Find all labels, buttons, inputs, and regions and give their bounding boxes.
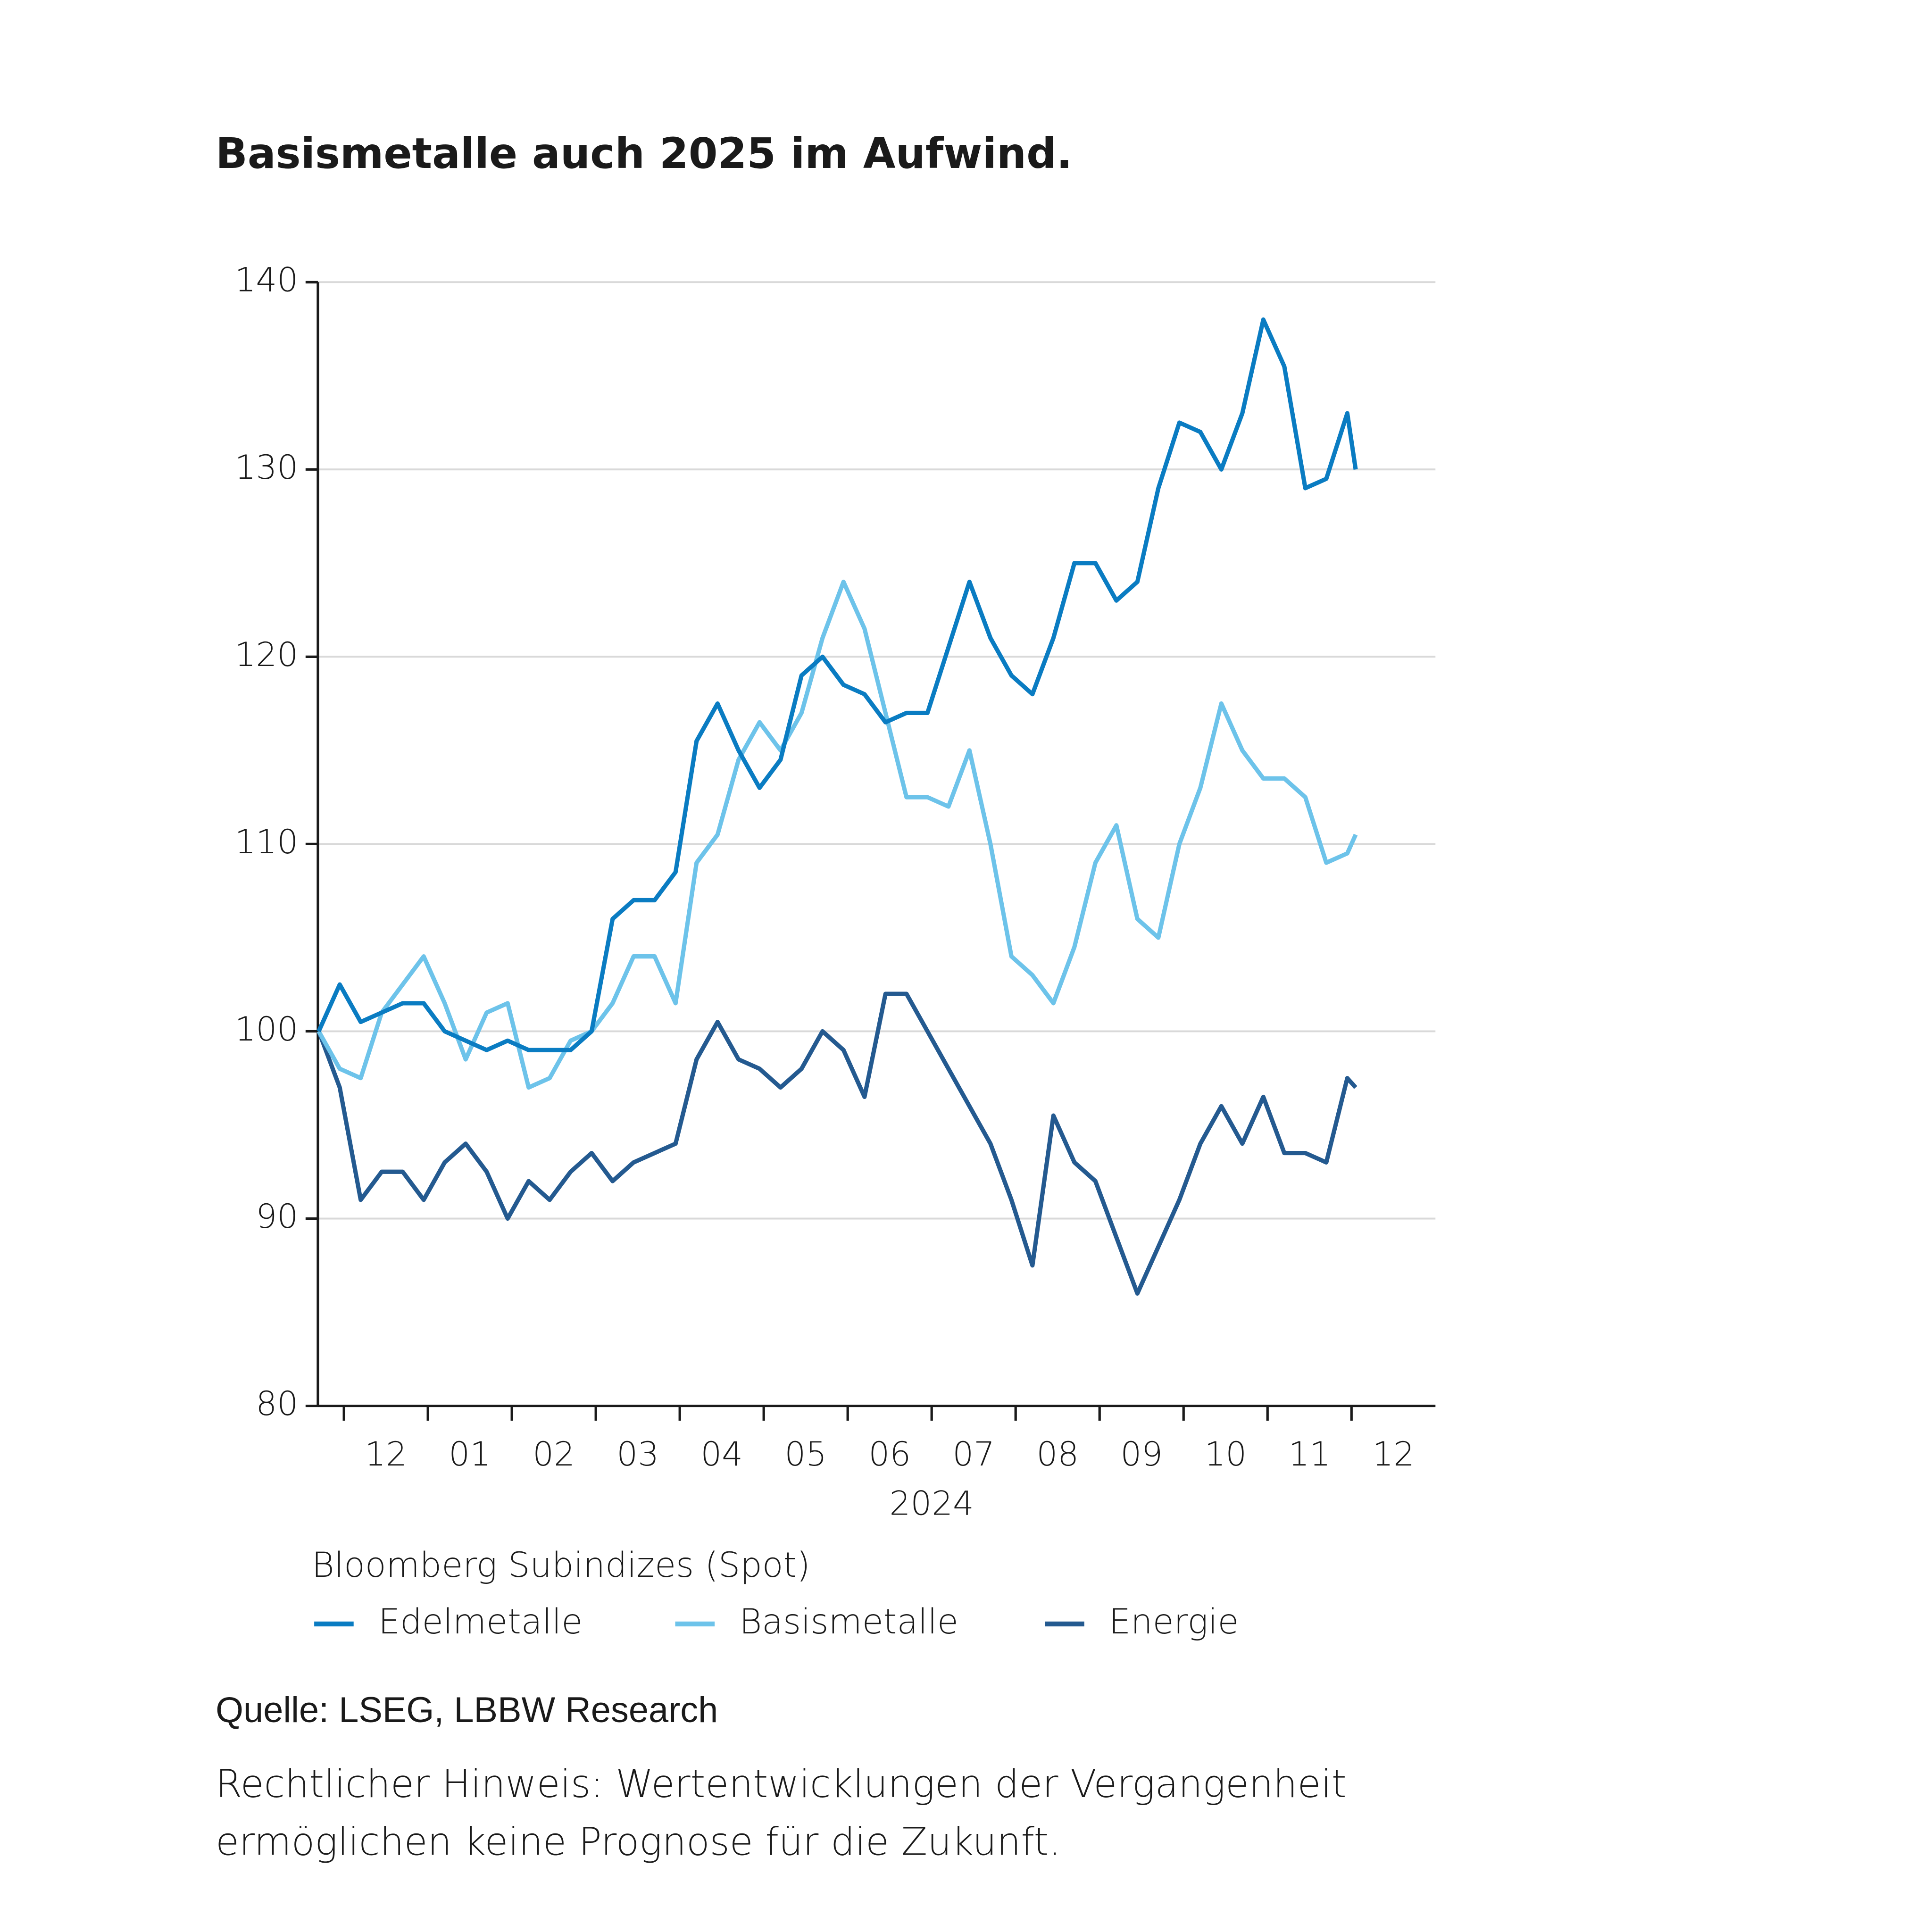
- y-tick-label: 140: [235, 261, 299, 300]
- x-tick-label: 03: [616, 1435, 659, 1474]
- y-tick-label: 90: [256, 1197, 298, 1236]
- x-tick-label: 01: [449, 1435, 491, 1474]
- series-line: [316, 317, 1358, 1052]
- x-tick-label: 04: [700, 1435, 743, 1474]
- series-line: [316, 991, 1357, 1296]
- x-tick-label: 12: [365, 1435, 407, 1474]
- x-tick-label: 02: [533, 1435, 575, 1474]
- x-tick-label: 09: [1120, 1435, 1163, 1474]
- legend-label: Basismetalle: [739, 1602, 958, 1642]
- series-line: [316, 579, 1358, 1090]
- y-tick-label: 80: [256, 1384, 298, 1423]
- y-tick-label: 130: [235, 448, 299, 487]
- x-axis-label: 2024: [889, 1484, 974, 1523]
- x-tick-label: 11: [1288, 1435, 1331, 1474]
- y-tick-label: 110: [235, 823, 299, 861]
- x-tick-label: 10: [1204, 1435, 1247, 1474]
- y-tick-label: 120: [235, 635, 299, 674]
- legend-label: Edelmetalle: [378, 1602, 583, 1642]
- x-tick-label: 08: [1036, 1435, 1079, 1474]
- source: Quelle: LSEG, LBBW Research: [216, 1690, 718, 1730]
- legend-label: Energie: [1109, 1602, 1239, 1642]
- note-line: ermöglichen keine Prognose für die Zukun…: [216, 1820, 1061, 1865]
- y-tick-label: 100: [235, 1010, 299, 1049]
- x-tick-label: 07: [952, 1435, 995, 1474]
- x-tick-label: 05: [784, 1435, 827, 1474]
- legend-title: Bloomberg Subindizes (Spot): [312, 1545, 810, 1585]
- chart-title: Basismetalle auch 2025 im Aufwind.: [216, 129, 1072, 178]
- note-line: Rechtlicher Hinweis: Wertentwicklungen d…: [216, 1762, 1347, 1807]
- x-tick-label: 12: [1372, 1435, 1415, 1474]
- x-tick-label: 06: [868, 1435, 911, 1474]
